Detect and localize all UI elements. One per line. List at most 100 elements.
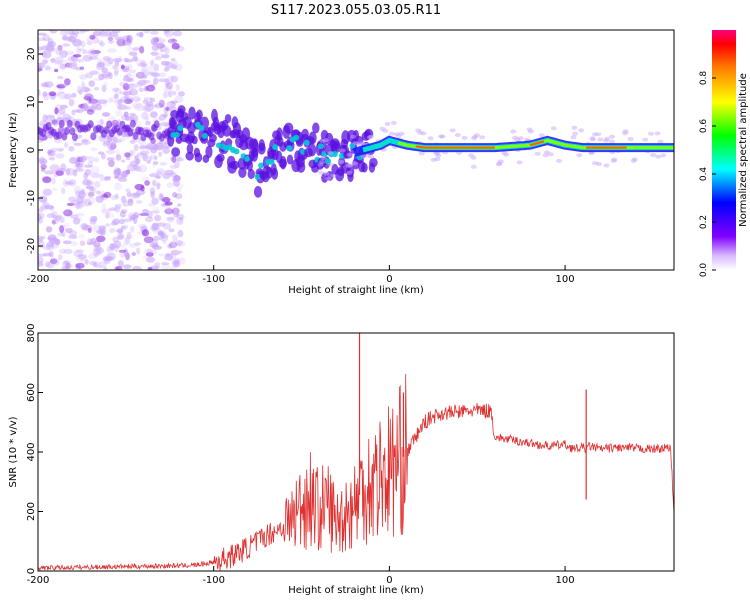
spectrum-speckle: [123, 93, 129, 100]
spectrum-speckle: [161, 54, 170, 59]
spectrum-speckle: [38, 156, 45, 163]
spectrum-band: [127, 128, 134, 137]
spectrum-speckle: [102, 141, 111, 147]
spectrum-speckle: [89, 48, 96, 55]
spectrum-speckle: [158, 253, 165, 257]
spectrum-speckle: [81, 104, 89, 112]
spectrum-speckle: [127, 44, 133, 53]
spectrum-speckle: [105, 256, 113, 261]
spectrum-speckle: [59, 63, 67, 70]
spectrum-speckle: [117, 177, 128, 182]
spectrum-speckle: [133, 53, 138, 62]
spectrum-speckle: [134, 242, 142, 246]
spectrum-speckle: [115, 154, 122, 161]
spectrum-speckle: [40, 167, 46, 172]
spectrum-speckle: [40, 164, 47, 170]
spectrum-speckle: [468, 153, 475, 158]
spectrum-speckle: [38, 46, 44, 51]
spectrum-speckle: [116, 36, 125, 42]
spectrum-speckle: [75, 202, 83, 210]
spectrum-speckle: [81, 86, 90, 93]
chart-title: S117.2023.055.03.05.R11: [271, 3, 441, 18]
spectrum-speckle: [609, 134, 616, 139]
spectrum-speckle: [151, 44, 160, 52]
spectrum-speckle: [134, 103, 145, 112]
spectrum-speckle: [162, 240, 167, 245]
spectrum-speckle: [152, 77, 159, 85]
spectrum-speckle: [146, 101, 154, 107]
spectrum-speckle: [165, 216, 175, 221]
spectrum-speckle: [64, 50, 75, 56]
spectrum-blob: [286, 154, 294, 165]
carrier-band-peak: [415, 145, 495, 149]
spectrum-speckle: [76, 85, 82, 94]
spectrum-band: [63, 126, 70, 135]
spectrum-speckle: [150, 51, 159, 56]
spectrum-speckle: [323, 171, 330, 176]
spectrum-speckle: [595, 132, 602, 137]
spectrum-speckle: [63, 142, 69, 148]
spectrum-speckle: [119, 81, 127, 87]
spectrum-speckle: [50, 257, 57, 263]
spectrum-speckle: [144, 216, 154, 223]
spectrum-speckle: [106, 246, 111, 253]
spectrum-speckle: [71, 92, 77, 98]
spectrum-speckle: [172, 176, 179, 183]
spectrum-blob: [185, 151, 194, 161]
spectrum-speckle: [115, 110, 122, 117]
spectrum-speckle: [164, 92, 169, 98]
spectrum-speckle: [93, 157, 99, 163]
spectrum-blob: [307, 143, 317, 157]
spectrum-speckle: [67, 196, 77, 202]
spectrum-blob: [251, 147, 259, 158]
spectrum-speckle: [50, 118, 59, 126]
snr-marks: [38, 333, 674, 571]
spectrum-speckle: [122, 67, 130, 73]
snr-xtick-label: -100: [202, 575, 225, 586]
spectrum-speckle: [122, 82, 130, 91]
spectrum-speckle: [158, 151, 163, 156]
spectrum-speckle: [501, 151, 508, 156]
spectrum-speckle: [576, 153, 583, 158]
spectrum-blob: [224, 113, 232, 124]
spectrum-speckle: [59, 104, 68, 109]
spectrum-speckle: [42, 245, 51, 251]
spectrum-speckle: [138, 145, 147, 150]
spectrum-speckle: [46, 149, 53, 155]
spectrum-speckle: [108, 40, 114, 44]
spectrum-speckle: [90, 50, 101, 55]
spectrum-speckle: [38, 195, 48, 203]
spectrum-speckle: [86, 88, 92, 92]
spectrum-speckle: [57, 91, 65, 95]
spectrum-speckle: [650, 152, 657, 157]
spectrum-speckle: [166, 182, 174, 189]
spectrum-speckle: [40, 81, 49, 88]
spectrum-speckle: [150, 224, 161, 232]
spectrum-speckle: [151, 222, 159, 231]
spectrum-speckle: [102, 59, 113, 67]
spectrogram-ytick-label: 10: [26, 96, 37, 109]
spectrum-speckle: [126, 41, 133, 45]
spectrum-speckle: [87, 96, 92, 105]
spectrum-speckle: [88, 155, 95, 163]
spectrum-speckle: [135, 158, 140, 165]
spectrum-speckle: [151, 197, 159, 205]
spectrum-blob: [246, 159, 253, 172]
spectrum-speckle: [168, 266, 176, 270]
spectrum-speckle: [58, 149, 63, 153]
spectrum-speckle: [57, 107, 66, 115]
spectrum-speckle: [138, 223, 147, 229]
spectrum-speckle: [110, 195, 119, 201]
spectrum-speckle: [65, 168, 71, 176]
spectrum-speckle: [164, 208, 174, 215]
spectrum-blob: [205, 145, 213, 159]
spectrum-speckle: [119, 90, 129, 96]
spectrum-speckle: [145, 120, 151, 126]
spectrum-speckle: [119, 250, 127, 258]
spectrum-speckle: [74, 168, 85, 172]
spectrum-speckle: [162, 146, 170, 154]
spectrum-band: [56, 131, 63, 140]
spectrum-speckle: [127, 198, 134, 203]
spectrum-speckle: [597, 137, 604, 142]
spectrum-blob: [222, 125, 232, 137]
